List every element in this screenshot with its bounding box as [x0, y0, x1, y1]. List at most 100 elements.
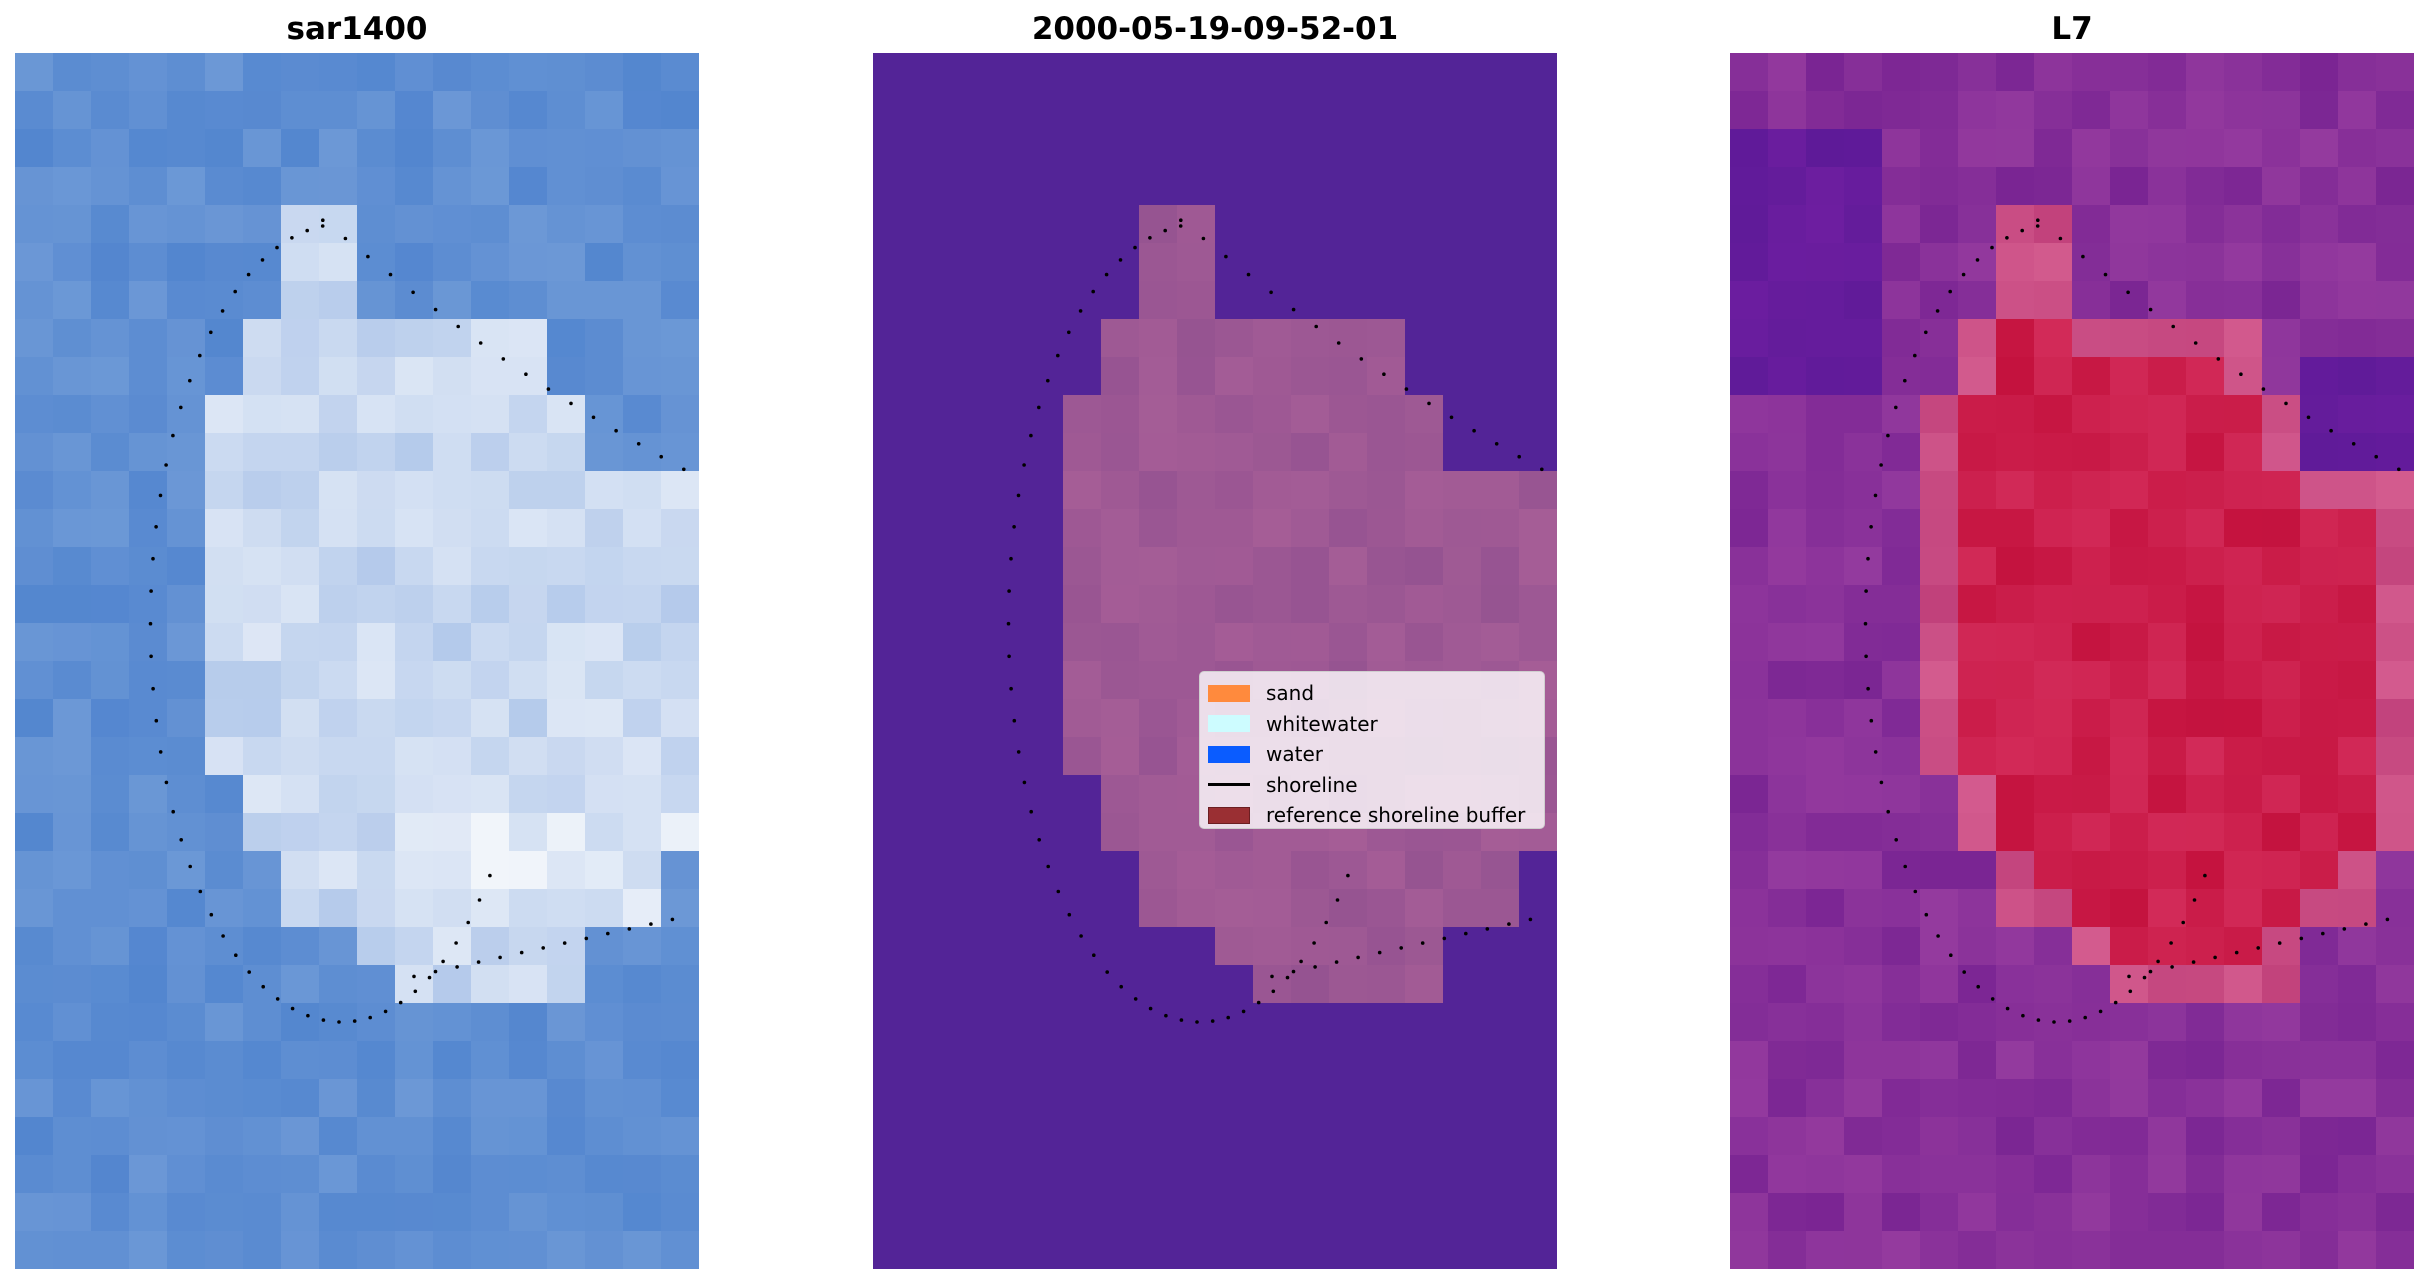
- pixel: [1768, 699, 1807, 738]
- pixel: [395, 927, 434, 966]
- pixel: [1215, 1041, 1254, 1080]
- pixel: [53, 243, 92, 282]
- pixel: [53, 851, 92, 890]
- pixel: [129, 965, 168, 1004]
- pixel: [1882, 1155, 1921, 1194]
- pixel: [1806, 661, 1845, 700]
- pixel: [53, 1041, 92, 1080]
- pixel: [1291, 205, 1330, 244]
- pixel: [911, 1117, 950, 1156]
- pixel: [1291, 889, 1330, 928]
- pixel: [1882, 167, 1921, 206]
- pixel: [661, 433, 699, 472]
- pixel: [2072, 661, 2111, 700]
- pixel: [2338, 1155, 2377, 1194]
- pixel: [1215, 281, 1254, 320]
- pixel: [2376, 737, 2414, 776]
- pixel: [2034, 1041, 2073, 1080]
- pixel: [1443, 851, 1482, 890]
- pixel: [471, 319, 510, 358]
- pixel: [1101, 775, 1140, 814]
- pixel: [661, 1193, 699, 1232]
- pixel: [2034, 851, 2073, 890]
- pixel: [873, 1117, 912, 1156]
- shoreline-point: [1975, 258, 1980, 262]
- pixel: [1367, 205, 1406, 244]
- pixel: [1177, 281, 1216, 320]
- pixel: [1101, 471, 1140, 510]
- pixel: [2338, 281, 2377, 320]
- shoreline-point: [1879, 463, 1883, 467]
- pixel: [1958, 1193, 1997, 1232]
- pixel: [949, 1155, 988, 1194]
- pixel: [2110, 357, 2149, 396]
- pixel: [2148, 1117, 2187, 1156]
- pixel: [2034, 1117, 2073, 1156]
- pixel: [243, 737, 282, 776]
- pixel: [2262, 661, 2301, 700]
- pixel: [281, 965, 320, 1004]
- pixel: [205, 1117, 244, 1156]
- shoreline-point: [2128, 989, 2133, 994]
- shoreline-point: [413, 989, 418, 994]
- pixel: [471, 129, 510, 168]
- pixel: [2224, 53, 2263, 92]
- pixel: [1481, 1155, 1520, 1194]
- pixel: [1844, 471, 1883, 510]
- pixel: [2262, 851, 2301, 890]
- pixel: [1177, 357, 1216, 396]
- pixel: [319, 509, 358, 548]
- pixel: [2186, 927, 2225, 966]
- pixel: [1329, 1117, 1368, 1156]
- pixel: [167, 53, 206, 92]
- pixel: [1063, 1231, 1102, 1269]
- pixel: [243, 1155, 282, 1194]
- pixel: [395, 357, 434, 396]
- pixel: [1519, 433, 1557, 472]
- pixel: [1996, 699, 2035, 738]
- shoreline-point: [1133, 997, 1138, 1001]
- shoreline-point: [2351, 442, 2356, 446]
- pixel: [319, 395, 358, 434]
- pixel: [357, 851, 396, 890]
- pixel: [873, 395, 912, 434]
- pixel: [1025, 129, 1064, 168]
- shoreline-point: [1179, 218, 1183, 222]
- pixel: [1730, 357, 1769, 396]
- pixel: [987, 1155, 1026, 1194]
- pixel: [319, 623, 358, 662]
- pixel: [319, 1193, 358, 1232]
- pixel: [205, 509, 244, 548]
- pixel: [2072, 471, 2111, 510]
- shoreline-point: [2256, 946, 2260, 950]
- pixel: [1519, 129, 1557, 168]
- pixel: [205, 1003, 244, 1042]
- pixel: [2300, 395, 2339, 434]
- pixel: [281, 585, 320, 624]
- pixel: [2376, 1193, 2414, 1232]
- shoreline-point: [1299, 959, 1303, 964]
- pixel: [1806, 1231, 1845, 1269]
- pixel: [1291, 53, 1330, 92]
- pixel: [1806, 1117, 1845, 1156]
- pixel: [433, 205, 472, 244]
- pixel: [547, 357, 586, 396]
- pixel: [2224, 547, 2263, 586]
- pixel: [1329, 395, 1368, 434]
- pixel: [949, 737, 988, 776]
- pixel: [1367, 1117, 1406, 1156]
- shoreline-point: [412, 974, 416, 979]
- pixel: [319, 889, 358, 928]
- shoreline-point: [1903, 864, 1907, 869]
- pixel: [1844, 661, 1883, 700]
- pixel: [1253, 319, 1292, 358]
- pixel: [281, 1041, 320, 1080]
- pixel: [1291, 585, 1330, 624]
- shoreline-point: [1256, 1000, 1261, 1005]
- pixel: [1405, 471, 1444, 510]
- pixel: [1730, 433, 1769, 472]
- pixel: [281, 357, 320, 396]
- pixel: [471, 357, 510, 396]
- pixel: [1958, 851, 1997, 890]
- pixel: [2300, 775, 2339, 814]
